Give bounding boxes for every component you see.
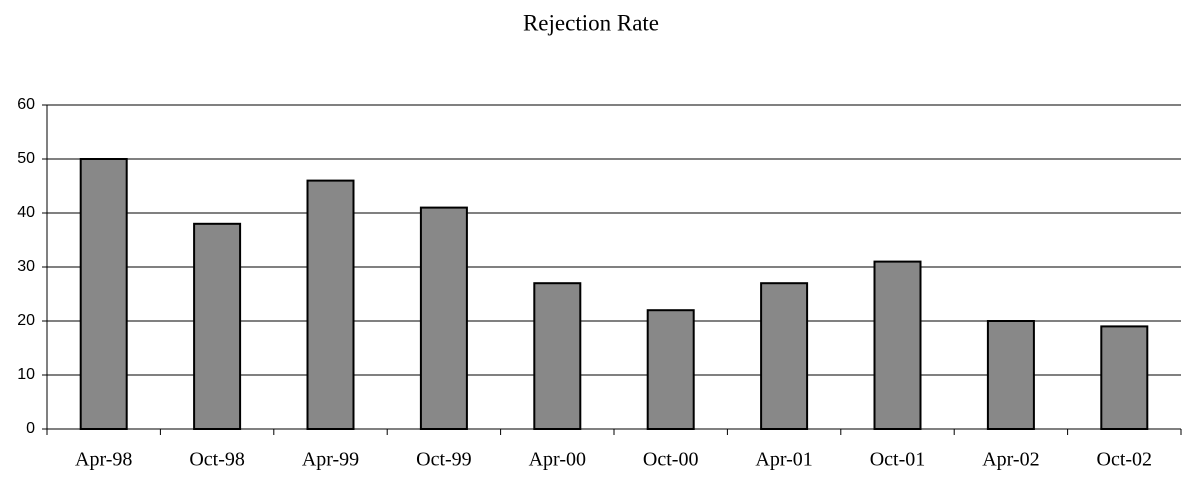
y-tick-label: 20: [17, 312, 35, 329]
bar: [1100, 325, 1149, 430]
x-tick-label: Oct-02: [1097, 449, 1153, 471]
x-tick-label: Apr-02: [982, 449, 1039, 471]
bar: [646, 309, 695, 431]
bar: [873, 260, 922, 430]
bar: [760, 282, 809, 431]
x-tick-label: Oct-00: [643, 449, 699, 471]
x-tick-label: Oct-98: [189, 449, 245, 471]
x-tick-label: Oct-01: [870, 449, 926, 471]
chart-title: Rejection Rate: [523, 10, 659, 35]
bar: [79, 158, 128, 430]
x-tick-label: Apr-01: [755, 449, 812, 471]
x-tick-label: Apr-99: [302, 449, 359, 471]
y-tick-label: 10: [17, 366, 35, 383]
bar: [306, 179, 355, 430]
x-tick-label: Apr-98: [75, 449, 132, 471]
x-tick-label: Oct-99: [416, 449, 472, 471]
bar: [986, 320, 1035, 430]
y-tick-label: 0: [26, 420, 35, 437]
y-tick-label: 40: [17, 204, 35, 221]
x-tick-label: Apr-00: [529, 449, 586, 471]
y-tick-label: 60: [17, 96, 35, 113]
bar: [193, 222, 242, 430]
y-tick-label: 30: [17, 258, 35, 275]
y-tick-label: 50: [17, 150, 35, 167]
bar: [419, 206, 468, 430]
bar: [533, 282, 582, 431]
